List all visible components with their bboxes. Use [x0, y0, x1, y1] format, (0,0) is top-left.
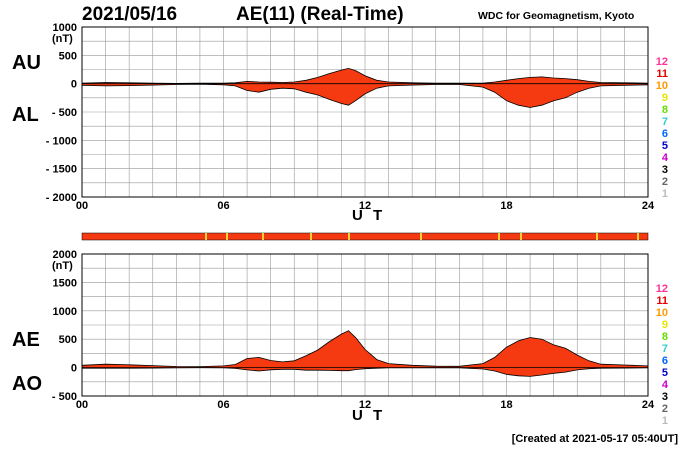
strip-highlight — [205, 233, 207, 240]
station-legend-4: 4 — [662, 379, 669, 391]
y-tick-label: 0 — [71, 363, 77, 375]
y-tick-label: - 1500 — [46, 164, 77, 176]
plot-frame-1 — [81, 253, 649, 397]
station-legend-9: 9 — [662, 319, 668, 331]
series-al — [81, 83, 649, 108]
created-timestamp: [Created at 2021-05-17 05:40UT] — [511, 433, 678, 445]
strip-highlight — [637, 233, 639, 240]
x-tick-label: 00 — [76, 399, 88, 411]
x-tick-label: 06 — [217, 200, 229, 212]
station-legend-3: 3 — [662, 164, 668, 176]
y-tick-label: - 500 — [52, 391, 77, 403]
strip-highlight — [262, 233, 264, 240]
envelope-fill-1 — [82, 330, 648, 377]
station-legend-2: 2 — [662, 176, 668, 188]
unit-label-bottom: (nT) — [52, 260, 73, 272]
station-legend-6: 6 — [662, 128, 668, 140]
strip-highlight — [310, 233, 312, 240]
station-legend-10: 10 — [656, 307, 668, 319]
x-tick-label: 18 — [500, 399, 512, 411]
station-legend-8: 8 — [662, 331, 668, 343]
y-tick-label: 1000 — [53, 306, 77, 318]
station-legend-7: 7 — [662, 343, 668, 355]
strip-highlight — [226, 233, 228, 240]
x-tick-label: 18 — [500, 200, 512, 212]
station-legend-12: 12 — [656, 283, 668, 295]
x-tick-label: 06 — [217, 399, 229, 411]
y-tick-label: - 2000 — [46, 192, 77, 204]
strip-highlight — [498, 233, 500, 240]
x-axis-label-top: U T — [352, 207, 386, 224]
strip-highlight — [348, 233, 350, 240]
station-legend-6: 6 — [662, 355, 668, 367]
ao-label: AO — [12, 373, 42, 395]
series-ae — [81, 330, 649, 368]
envelope-fill-0 — [82, 68, 648, 108]
strip-highlight — [596, 233, 598, 240]
station-legend-10: 10 — [656, 80, 668, 92]
chart-title: AE(11) (Real-Time) — [236, 4, 404, 25]
station-legend-2: 2 — [662, 403, 668, 415]
strip-highlight — [420, 233, 422, 240]
plot-frame-0 — [81, 26, 649, 198]
y-tick-label: 500 — [59, 50, 77, 62]
station-legend-12: 12 — [656, 56, 668, 68]
strip-highlight — [520, 233, 522, 240]
station-legend-8: 8 — [662, 104, 668, 116]
x-tick-label: 00 — [76, 200, 88, 212]
unit-label-top: (nT) — [52, 33, 73, 45]
station-legend-1: 1 — [662, 188, 668, 200]
y-tick-label: 1500 — [53, 277, 77, 289]
station-legend-9: 9 — [662, 92, 668, 104]
y-tick-label: 0 — [71, 79, 77, 91]
chart-date: 2021/05/16 — [82, 4, 178, 25]
y-tick-label: 500 — [59, 334, 77, 346]
institution-label: WDC for Geomagnetism, Kyoto — [478, 10, 635, 22]
station-legend-1: 1 — [662, 415, 668, 427]
x-tick-label: 12 — [359, 399, 371, 411]
au-label: AU — [12, 52, 41, 74]
y-tick-label: 1000 — [53, 22, 77, 34]
station-legend-11: 11 — [656, 68, 668, 80]
x-tick-label: 24 — [642, 200, 655, 212]
y-tick-label: - 1000 — [46, 135, 77, 147]
x-axis-label-bottom: U T — [352, 407, 386, 424]
station-legend-5: 5 — [662, 140, 668, 152]
y-tick-label: 2000 — [53, 249, 77, 261]
y-tick-label: - 500 — [52, 107, 77, 119]
station-legend-5: 5 — [662, 367, 668, 379]
station-legend-3: 3 — [662, 391, 668, 403]
station-legend-4: 4 — [662, 152, 669, 164]
station-legend-11: 11 — [656, 295, 668, 307]
al-label: AL — [12, 104, 39, 126]
series-au — [81, 67, 649, 84]
x-tick-label: 12 — [359, 200, 371, 212]
station-strip — [81, 232, 649, 241]
station-legend-7: 7 — [662, 116, 668, 128]
x-tick-label: 24 — [642, 399, 655, 411]
ae-label: AE — [12, 329, 40, 351]
